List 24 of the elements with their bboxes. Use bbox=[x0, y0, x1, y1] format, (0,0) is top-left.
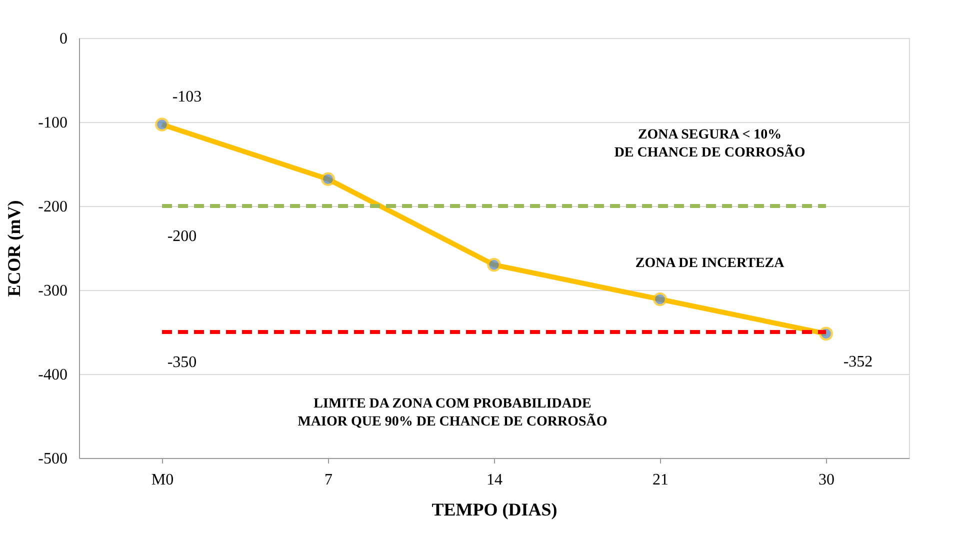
point bbox=[487, 258, 501, 272]
x-tick-label: 7 bbox=[324, 472, 332, 488]
annotation: ZONA DE INCERTEZA bbox=[635, 256, 786, 272]
y-tick-label: -500 bbox=[38, 450, 68, 468]
data-label: -200 bbox=[167, 228, 197, 245]
annotation: LIMITE DA ZONA COM PROBABILIDADE MAIOR QUE 90% DE CHANCE DE CORROSÃO bbox=[298, 396, 608, 430]
x-tick-label: M0 bbox=[151, 472, 174, 488]
y-tick-label: -300 bbox=[38, 282, 68, 300]
y-tick-label: 0 bbox=[60, 30, 68, 48]
y-axis-title: ECOR (mV) bbox=[4, 200, 24, 297]
annotation: ZONA SEGURA < 10% DE CHANCE DE CORROSÃO bbox=[614, 128, 806, 161]
x-tick-label: 14 bbox=[486, 472, 502, 488]
point bbox=[653, 292, 667, 306]
data-label: -352 bbox=[843, 354, 873, 371]
data-label: -103 bbox=[172, 88, 202, 106]
y-tick-label: -400 bbox=[38, 366, 68, 384]
y-tick-label: -100 bbox=[38, 114, 68, 132]
data-label: -350 bbox=[167, 354, 197, 371]
point bbox=[321, 172, 335, 186]
y-tick-label: -200 bbox=[38, 198, 68, 216]
point bbox=[155, 118, 169, 132]
x-tick-label: 21 bbox=[652, 472, 668, 488]
x-tick-label: 30 bbox=[818, 472, 834, 488]
x-axis-title: TEMPO (DIAS) bbox=[432, 500, 558, 520]
